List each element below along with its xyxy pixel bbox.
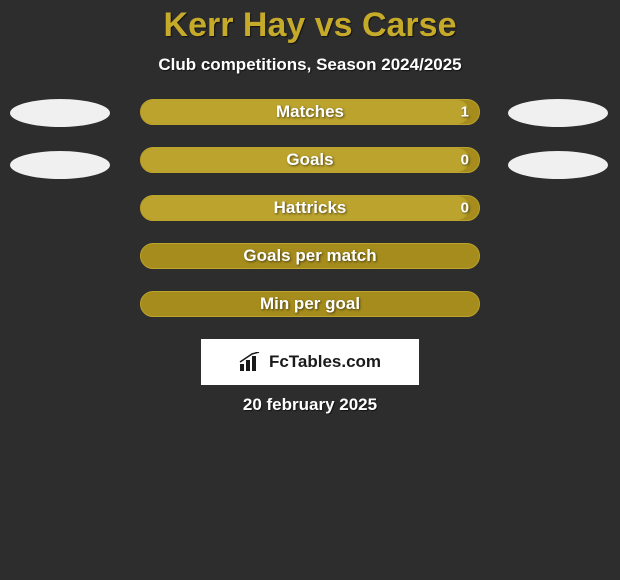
- stat-bar-track: Goals per match: [140, 243, 480, 269]
- ellipse-right: [508, 99, 608, 127]
- stat-bar-track: Goals0: [140, 147, 480, 173]
- date-text: 20 february 2025: [0, 395, 620, 415]
- stat-label: Goals per match: [141, 246, 479, 266]
- stat-bar-track: Hattricks0: [140, 195, 480, 221]
- logo-text: FcTables.com: [269, 352, 381, 372]
- page-subtitle: Club competitions, Season 2024/2025: [0, 55, 620, 75]
- page-title: Kerr Hay vs Carse: [0, 6, 620, 45]
- stat-row: Min per goal: [0, 291, 620, 317]
- bar-chart-icon: [239, 352, 263, 372]
- stat-label: Goals: [141, 150, 479, 170]
- ellipse-left: [10, 151, 110, 179]
- stat-value-right: 0: [461, 152, 469, 169]
- stat-bar-track: Matches1: [140, 99, 480, 125]
- ellipse-right: [508, 151, 608, 179]
- stat-row: Goals0: [0, 147, 620, 173]
- logo-box: FcTables.com: [201, 339, 419, 385]
- stat-rows: Matches1Goals0Hattricks0Goals per matchM…: [0, 99, 620, 317]
- stat-row: Goals per match: [0, 243, 620, 269]
- stat-row: Matches1: [0, 99, 620, 125]
- comparison-card: Kerr Hay vs Carse Club competitions, Sea…: [0, 0, 620, 580]
- stat-label: Min per goal: [141, 294, 479, 314]
- stat-value-right: 1: [461, 104, 469, 121]
- stat-bar-track: Min per goal: [140, 291, 480, 317]
- stat-label: Matches: [141, 102, 479, 122]
- stat-label: Hattricks: [141, 198, 479, 218]
- ellipse-left: [10, 99, 110, 127]
- stat-row: Hattricks0: [0, 195, 620, 221]
- stat-value-right: 0: [461, 200, 469, 217]
